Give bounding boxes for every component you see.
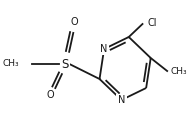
Text: O: O [70, 17, 78, 27]
Text: O: O [46, 90, 54, 100]
Text: S: S [61, 57, 68, 71]
Text: N: N [118, 95, 125, 105]
Text: CH₃: CH₃ [171, 67, 187, 77]
Text: N: N [100, 44, 108, 54]
Text: CH₃: CH₃ [2, 60, 19, 68]
Text: Cl: Cl [147, 18, 157, 28]
